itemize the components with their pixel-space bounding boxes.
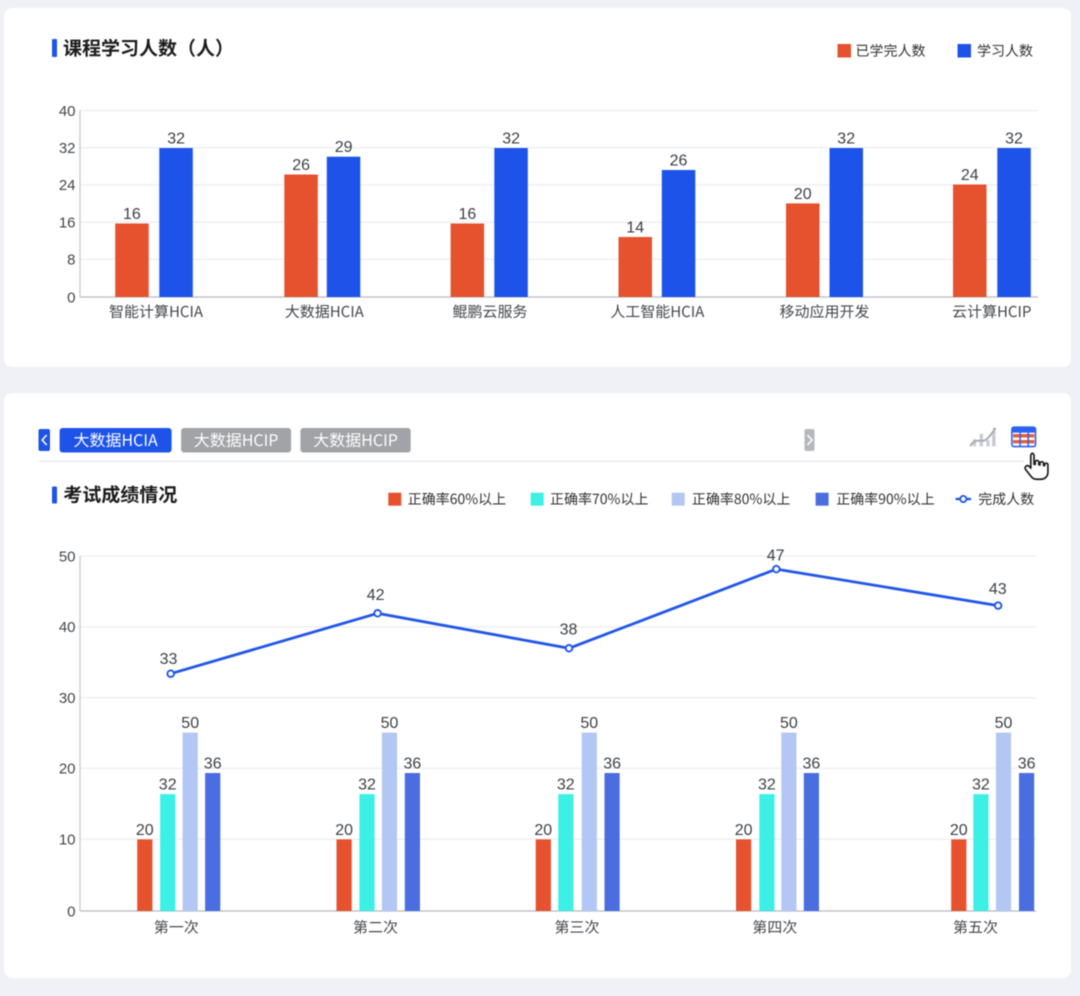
svg-text:30: 30 — [59, 690, 76, 707]
svg-text:32: 32 — [358, 777, 376, 794]
svg-text:0: 0 — [67, 289, 75, 306]
svg-text:16: 16 — [59, 214, 76, 231]
svg-text:36: 36 — [204, 756, 222, 773]
svg-text:40: 40 — [59, 103, 76, 120]
svg-text:47: 47 — [767, 547, 785, 564]
svg-text:33: 33 — [160, 651, 178, 668]
svg-text:32: 32 — [502, 131, 520, 148]
svg-text:14: 14 — [626, 220, 644, 237]
svg-text:20: 20 — [136, 822, 154, 839]
svg-text:36: 36 — [603, 756, 621, 773]
svg-text:16: 16 — [459, 206, 477, 223]
svg-text:20: 20 — [735, 822, 753, 839]
svg-text:50: 50 — [780, 715, 798, 732]
svg-text:26: 26 — [670, 153, 688, 170]
svg-text:20: 20 — [950, 822, 968, 839]
svg-text:20: 20 — [59, 761, 76, 778]
svg-text:32: 32 — [59, 140, 76, 157]
svg-text:26: 26 — [292, 157, 310, 174]
svg-text:43: 43 — [989, 581, 1007, 598]
svg-text:36: 36 — [404, 756, 422, 773]
svg-text:40: 40 — [59, 619, 76, 636]
svg-text:50: 50 — [995, 715, 1013, 732]
svg-text:50: 50 — [181, 715, 199, 732]
svg-text:42: 42 — [367, 587, 385, 604]
svg-text:32: 32 — [758, 777, 776, 794]
svg-text:20: 20 — [794, 186, 812, 203]
svg-text:32: 32 — [167, 131, 185, 148]
svg-text:32: 32 — [159, 777, 177, 794]
svg-text:50: 50 — [59, 548, 76, 565]
svg-text:38: 38 — [560, 622, 578, 639]
svg-text:32: 32 — [972, 777, 990, 794]
svg-text:24: 24 — [961, 167, 979, 184]
svg-text:50: 50 — [580, 715, 598, 732]
svg-text:24: 24 — [59, 177, 76, 194]
svg-text:32: 32 — [837, 131, 855, 148]
svg-text:32: 32 — [1005, 131, 1023, 148]
svg-text:20: 20 — [534, 822, 552, 839]
svg-text:36: 36 — [1018, 756, 1036, 773]
svg-text:0: 0 — [67, 903, 75, 920]
svg-text:10: 10 — [59, 832, 76, 849]
svg-text:32: 32 — [557, 777, 575, 794]
svg-text:8: 8 — [67, 252, 75, 269]
svg-text:29: 29 — [335, 139, 353, 156]
svg-text:16: 16 — [123, 206, 141, 223]
svg-text:50: 50 — [381, 715, 399, 732]
svg-text:36: 36 — [803, 756, 821, 773]
svg-text:20: 20 — [335, 822, 353, 839]
